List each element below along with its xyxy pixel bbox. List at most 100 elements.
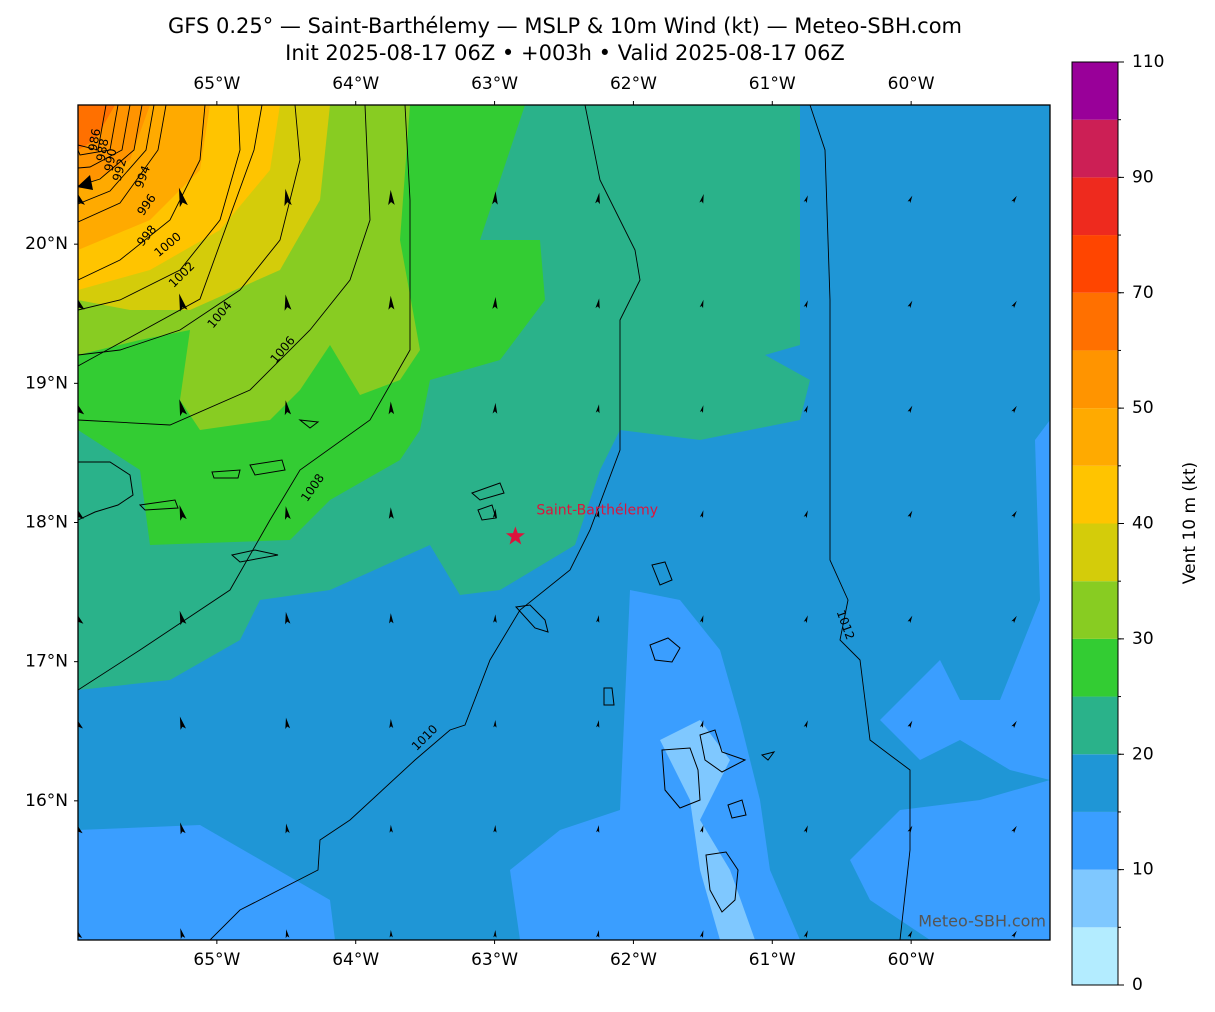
- lon-label: 64°W: [332, 950, 379, 970]
- wind-arrow: [699, 194, 704, 204]
- isobar: [809, 105, 911, 940]
- wind-arrow: [388, 507, 394, 519]
- wind-arrow: [493, 825, 497, 833]
- wind-arrow: [78, 398, 85, 418]
- wind-arrow: [285, 823, 290, 834]
- lon-label: 63°W: [471, 950, 518, 970]
- wind-arrow: [699, 930, 704, 938]
- colorbar-tick-label: 70: [1132, 283, 1154, 303]
- wind-arrow: [1011, 195, 1017, 204]
- island: [249, 459, 286, 476]
- wind-arrow: [285, 929, 290, 939]
- colorbar-tick-label: 0: [1132, 975, 1143, 995]
- island: [230, 549, 279, 563]
- wind-arrow: [596, 930, 600, 938]
- wind-arrow: [596, 720, 600, 728]
- colorbar-label: Vent 10 m (kt): [1180, 462, 1200, 584]
- wind-arrow: [492, 508, 498, 519]
- station-marker: [505, 526, 525, 545]
- island: [727, 799, 747, 819]
- wind-arrow: [595, 192, 600, 205]
- wind-arrow: [596, 615, 600, 623]
- wind-arrow: [907, 930, 913, 939]
- wind-area: [660, 720, 755, 940]
- isobar-label: 986: [86, 127, 104, 152]
- wind-arrow: [284, 400, 292, 416]
- lat-label: 19°N: [25, 373, 68, 393]
- wind-arrow: [78, 504, 84, 522]
- wind-arrow: [699, 510, 704, 518]
- wind-arrow: [699, 299, 704, 309]
- isobar: [78, 105, 241, 311]
- wind-arrow: [907, 195, 913, 204]
- colorbar-tick-label: 40: [1132, 514, 1154, 534]
- lon-label: 63°W: [471, 74, 518, 94]
- island: [705, 851, 739, 913]
- colorbar-band: [1072, 177, 1118, 236]
- wind-area: [958, 852, 995, 885]
- wind-arrow: [388, 189, 395, 206]
- wind-arrow: [907, 615, 913, 624]
- wind-arrow: [1011, 510, 1017, 519]
- wind-arrow: [907, 825, 913, 834]
- colorbar-band: [1072, 581, 1118, 639]
- wind-arrow: [78, 175, 93, 190]
- wind-arrow: [78, 186, 85, 209]
- colorbar-tick-label: 20: [1132, 744, 1154, 764]
- lon-label: 60°W: [888, 950, 935, 970]
- wind-arrow: [492, 191, 498, 205]
- colorbar-band: [1072, 927, 1118, 985]
- isobar: [78, 105, 107, 151]
- island: [138, 499, 179, 511]
- island: [760, 751, 776, 761]
- lon-label: 65°W: [193, 74, 240, 94]
- wind-arrow: [803, 615, 808, 623]
- subtitle: Init 2025-08-17 06Z • +003h • Valid 2025…: [285, 41, 845, 65]
- isobar: [78, 105, 263, 367]
- island: [651, 561, 673, 586]
- isobar: [78, 105, 371, 426]
- title: GFS 0.25° — Saint-Barthélemy — MSLP & 10…: [168, 14, 962, 38]
- wind-area: [880, 420, 1050, 780]
- wind-arrow: [492, 402, 498, 414]
- wind-arrow: [596, 509, 600, 518]
- wind-arrow: [388, 401, 395, 415]
- wind-arrow: [803, 195, 808, 203]
- island: [477, 504, 497, 521]
- isobar: [78, 105, 119, 156]
- wind-arrow: [78, 927, 83, 940]
- wind-arrow: [803, 720, 808, 728]
- colorbar-band: [1072, 235, 1118, 293]
- island: [661, 747, 701, 809]
- colorbar-band: [1072, 869, 1118, 928]
- wind-arrow: [595, 404, 600, 414]
- colorbar-band: [1072, 62, 1118, 120]
- colorbar-band: [1072, 292, 1118, 351]
- colorbar-tick-label: 30: [1132, 629, 1154, 649]
- watermark: Meteo-SBH.com: [918, 912, 1046, 931]
- wind-arrow: [78, 821, 83, 836]
- wind-arrow: [179, 610, 187, 626]
- island: [514, 604, 549, 633]
- wind-arrow: [803, 825, 808, 833]
- colorbar-band: [1072, 350, 1118, 409]
- wind-arrow: [907, 300, 913, 309]
- wind-arrow: [179, 293, 188, 312]
- wind-arrow: [78, 609, 84, 627]
- island: [78, 461, 134, 521]
- wind-arrow: [78, 292, 85, 313]
- wind-arrow: [78, 715, 83, 731]
- wind-arrow: [180, 822, 186, 835]
- colorbar-band: [1072, 696, 1118, 755]
- wind-arrow: [178, 187, 188, 208]
- colorbar-band: [1072, 523, 1118, 582]
- isobar-label: 992: [110, 157, 129, 183]
- isobar: [78, 105, 167, 223]
- lon-label: 65°W: [193, 950, 240, 970]
- wind-area: [78, 105, 115, 150]
- wind-area: [510, 590, 800, 940]
- island: [471, 482, 505, 501]
- wind-arrow: [492, 297, 498, 310]
- isobar: [78, 105, 131, 169]
